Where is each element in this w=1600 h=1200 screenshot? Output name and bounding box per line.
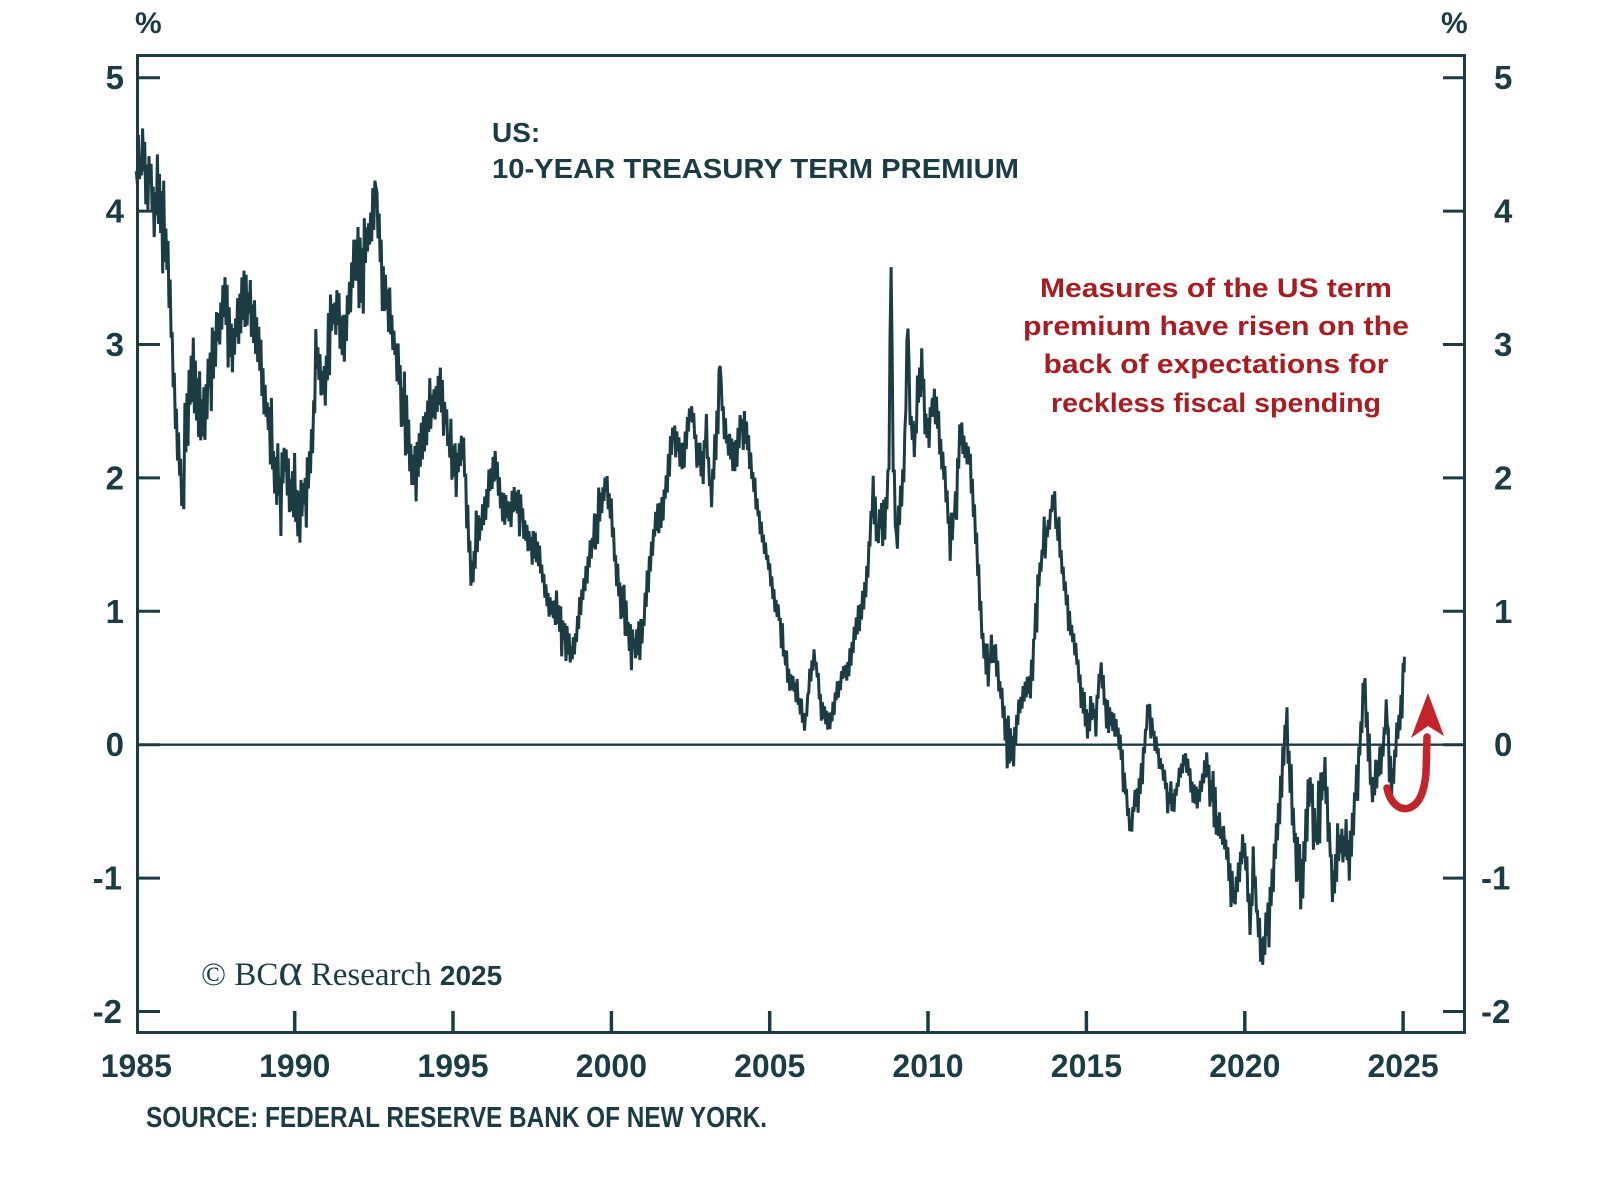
svg-text:-1: -1 [1481,860,1510,897]
svg-text:1: 1 [1494,593,1512,630]
svg-text:2: 2 [106,459,124,496]
svg-text:4: 4 [106,193,125,230]
svg-text:3: 3 [1494,326,1512,363]
svg-text:-2: -2 [1481,993,1510,1030]
svg-text:%: % [1441,7,1468,40]
svg-text:3: 3 [106,326,124,363]
svg-text:2000: 2000 [576,1048,647,1084]
svg-text:2015: 2015 [1051,1048,1122,1084]
svg-text:premium have risen on the: premium have risen on the [1023,311,1409,341]
svg-text:1990: 1990 [259,1048,330,1084]
svg-text:1: 1 [106,593,124,630]
svg-text:SOURCE: FEDERAL RESERVE BANK O: SOURCE: FEDERAL RESERVE BANK OF NEW YORK… [146,1102,767,1134]
svg-text:2: 2 [1494,459,1512,496]
svg-text:0: 0 [1494,726,1512,763]
svg-text:2005: 2005 [734,1048,805,1084]
svg-text:2025: 2025 [1368,1048,1439,1084]
svg-text:back of expectations for: back of expectations for [1044,349,1390,379]
svg-text:-1: -1 [93,860,122,897]
svg-text:Measures of the US term: Measures of the US term [1040,273,1392,303]
svg-text:%: % [135,7,162,40]
svg-text:0: 0 [106,726,124,763]
svg-text:5: 5 [1494,59,1512,96]
svg-text:US:: US: [492,117,540,148]
svg-text:1985: 1985 [101,1048,172,1084]
svg-text:-2: -2 [93,993,122,1030]
svg-text:1995: 1995 [417,1048,488,1084]
svg-text:10-YEAR TREASURY TERM PREMIUM: 10-YEAR TREASURY TERM PREMIUM [492,153,1019,184]
svg-text:4: 4 [1494,193,1513,230]
svg-text:reckless fiscal spending: reckless fiscal spending [1051,388,1381,418]
svg-text:5: 5 [106,59,124,96]
svg-text:2020: 2020 [1209,1048,1280,1084]
svg-text:2010: 2010 [892,1048,963,1084]
